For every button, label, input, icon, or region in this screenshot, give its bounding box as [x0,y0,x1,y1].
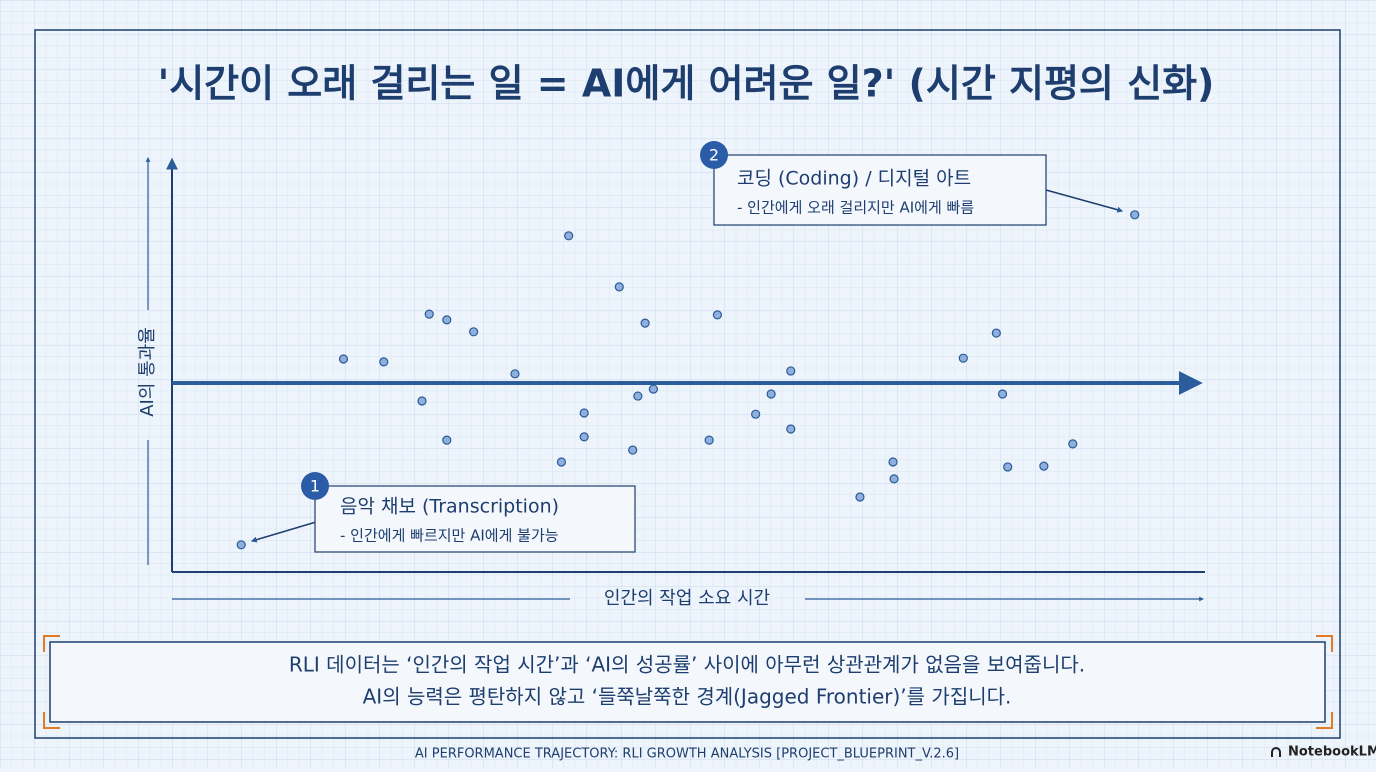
chart-title: '시간이 오래 걸리는 일 = AI에게 어려운 일?' (시간 지평의 신화) [158,62,1215,106]
callout-box [713,154,1047,226]
point [338,354,349,364]
point [640,318,650,328]
point [855,492,865,502]
point [1003,462,1013,472]
y-axis-label: AI의 통과율 [137,327,158,417]
frame [34,29,1341,739]
point [1039,461,1049,471]
point [648,384,658,394]
callout-title: 코딩 (Coding) / 디지털 아트 [737,168,971,190]
point [633,391,643,401]
point [704,435,714,445]
point [579,432,589,442]
point [236,540,246,550]
caption-line: AI의 능력은 평탄하지 않고 ‘들쭉날쭉한 경계(Jagged Frontie… [363,685,1012,709]
point [510,369,520,379]
point [379,357,389,367]
points [236,210,1140,550]
callout-number: 1 [310,477,320,496]
brand: NotebookLM [1288,745,1376,760]
point [1130,210,1140,220]
callout-arrow [1045,189,1124,213]
point [888,457,898,467]
point [712,310,723,320]
point [751,409,761,419]
callout-arrow [250,521,317,543]
brand-icon [1271,747,1281,757]
point [991,328,1001,338]
callout-title: 음악 채보 (Transcription) [340,496,559,518]
point [469,327,479,337]
point [564,231,574,241]
point [766,389,776,399]
callout-text: - 인간에게 오래 걸리지만 AI에게 빠름 [737,199,974,217]
callout-box [314,485,636,553]
point [442,315,452,325]
point [1068,439,1078,449]
x-axis-label: 인간의 작업 소요 시간 [604,588,770,609]
footer: AI PERFORMANCE TRAJECTORY: RLI GROWTH AN… [415,747,959,762]
caption-line: RLI 데이터는 ‘인간의 작업 시간’과 ‘AI의 성공률’ 사이에 아무런 … [289,653,1085,677]
point [628,445,638,455]
point [417,396,427,406]
point [786,366,796,376]
point [424,309,434,319]
point [997,389,1008,399]
point [442,435,452,445]
callout-badge [700,141,728,169]
callout-text: - 인간에게 빠르지만 AI에게 불가능 [340,527,559,545]
corner-brackets [43,635,1333,729]
point [889,474,899,484]
point [556,457,567,467]
callout-number: 2 [709,146,719,165]
point [579,408,589,418]
point [614,282,624,292]
point [958,353,968,363]
caption-box [49,641,1326,723]
callout-badge [301,472,329,500]
point [786,424,796,434]
